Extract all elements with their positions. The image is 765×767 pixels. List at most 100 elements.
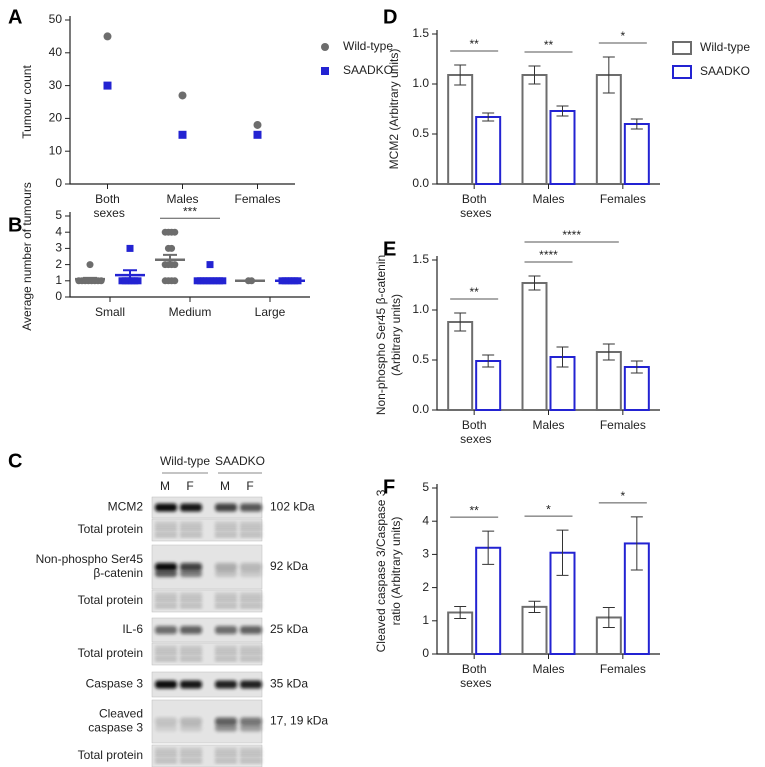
significance-label: * xyxy=(546,502,551,516)
error-bar xyxy=(482,112,495,122)
y-tick-label: 20 xyxy=(49,111,63,125)
total-protein-stripe xyxy=(240,530,262,534)
blot-band xyxy=(240,503,262,512)
blot-band xyxy=(215,570,237,577)
total-protein-stripe xyxy=(155,605,177,609)
bar xyxy=(521,282,548,411)
blot-band xyxy=(215,724,237,732)
total-protein-stripe xyxy=(215,654,237,658)
error-bar xyxy=(203,277,217,282)
error-bar xyxy=(556,105,569,117)
y-tick-label: 3 xyxy=(55,241,62,255)
significance-label: ** xyxy=(469,503,479,517)
data-point xyxy=(103,81,112,90)
total-protein-stripe xyxy=(180,530,202,534)
legend-marker xyxy=(321,43,329,51)
y-tick-label: 0.0 xyxy=(412,402,429,416)
panel-label: D xyxy=(383,6,397,28)
blot-band xyxy=(155,626,177,634)
total-protein-stripe xyxy=(240,654,262,658)
total-protein-stripe xyxy=(155,534,177,538)
significance-label: ** xyxy=(469,37,479,51)
y-tick-label: 1 xyxy=(422,613,429,627)
y-axis-title: (Arbitrary units) xyxy=(389,294,403,376)
data-point xyxy=(134,277,142,285)
total-protein-stripe xyxy=(180,522,202,526)
total-protein-stripe xyxy=(155,597,177,601)
band-size-label: 102 kDa xyxy=(270,500,315,514)
error-bar xyxy=(528,275,541,291)
significance-label: * xyxy=(620,489,625,503)
blot-band xyxy=(180,570,202,577)
y-tick-label: 50 xyxy=(49,12,63,26)
legend-label: SAADKO xyxy=(343,63,393,77)
error-bar xyxy=(454,606,467,619)
total-protein-stripe xyxy=(155,658,177,662)
x-tick-label: Both sexes xyxy=(457,662,492,690)
x-tick-label: Both sexes xyxy=(90,192,125,220)
total-protein-stripe xyxy=(215,646,237,650)
legend-marker xyxy=(672,41,692,55)
bar xyxy=(447,74,474,185)
blot-band xyxy=(240,570,262,577)
band-size-label: 35 kDa xyxy=(270,677,308,691)
y-tick-label: 30 xyxy=(49,78,63,92)
total-protein-stripe xyxy=(155,522,177,526)
x-tick-label: Males xyxy=(532,418,564,432)
blot-row-label: MCM2 xyxy=(108,500,144,514)
blot-band xyxy=(215,563,237,571)
bar xyxy=(623,366,650,411)
y-tick-label: 1 xyxy=(55,273,62,287)
total-protein-stripe xyxy=(180,760,202,764)
total-protein-stripe xyxy=(215,534,237,538)
data-point xyxy=(219,277,227,285)
error-bar xyxy=(630,118,643,130)
panel-label: E xyxy=(383,238,396,260)
total-protein-stripe xyxy=(180,646,202,650)
x-tick-label: Medium xyxy=(169,305,212,319)
data-point xyxy=(86,261,94,269)
blot-band xyxy=(240,717,262,726)
total-protein-stripe xyxy=(240,658,262,662)
lane-label: M xyxy=(160,479,170,493)
blot-row-label: Cleaved xyxy=(99,707,143,721)
y-axis-title: ratio (Arbitrary units) xyxy=(389,517,403,626)
y-axis-title: MCM2 (Arbitrary units) xyxy=(387,49,401,170)
blot-group-label: Wild-type xyxy=(160,454,210,468)
total-protein-stripe xyxy=(155,530,177,534)
blot-row-label: Caspase 3 xyxy=(86,677,144,691)
blot-band xyxy=(155,717,177,726)
error-bar xyxy=(630,516,643,571)
total-protein-stripe xyxy=(180,658,202,662)
blot-row-label: Total protein xyxy=(78,593,143,607)
total-protein-stripe xyxy=(240,593,262,597)
significance-label: **** xyxy=(562,228,581,242)
significance-label: * xyxy=(620,29,625,43)
legend-marker xyxy=(672,65,692,79)
error-bar xyxy=(556,346,569,368)
legend-marker xyxy=(321,67,329,75)
panel-label: F xyxy=(383,476,395,498)
bar xyxy=(475,360,502,411)
bar xyxy=(595,351,622,411)
x-tick-label: Males xyxy=(166,192,198,206)
error-bar xyxy=(482,530,495,565)
total-protein-stripe xyxy=(240,752,262,756)
blot-row-label: Non-phospho Ser45 xyxy=(36,552,144,566)
x-tick-label: Males xyxy=(532,192,564,206)
blot-band xyxy=(215,503,237,512)
error-bar xyxy=(556,529,569,576)
y-tick-label: 0.5 xyxy=(412,126,429,140)
error-bar xyxy=(630,360,643,374)
blot-row-label: caspase 3 xyxy=(88,721,143,735)
blot-band xyxy=(215,717,237,726)
total-protein-stripe xyxy=(240,597,262,601)
total-protein-stripe xyxy=(240,522,262,526)
error-bar xyxy=(482,354,495,368)
total-protein-stripe xyxy=(155,526,177,530)
total-protein-stripe xyxy=(215,756,237,760)
bar xyxy=(521,74,548,185)
total-protein-stripe xyxy=(240,526,262,530)
error-bar xyxy=(454,312,467,332)
total-protein-stripe xyxy=(240,601,262,605)
